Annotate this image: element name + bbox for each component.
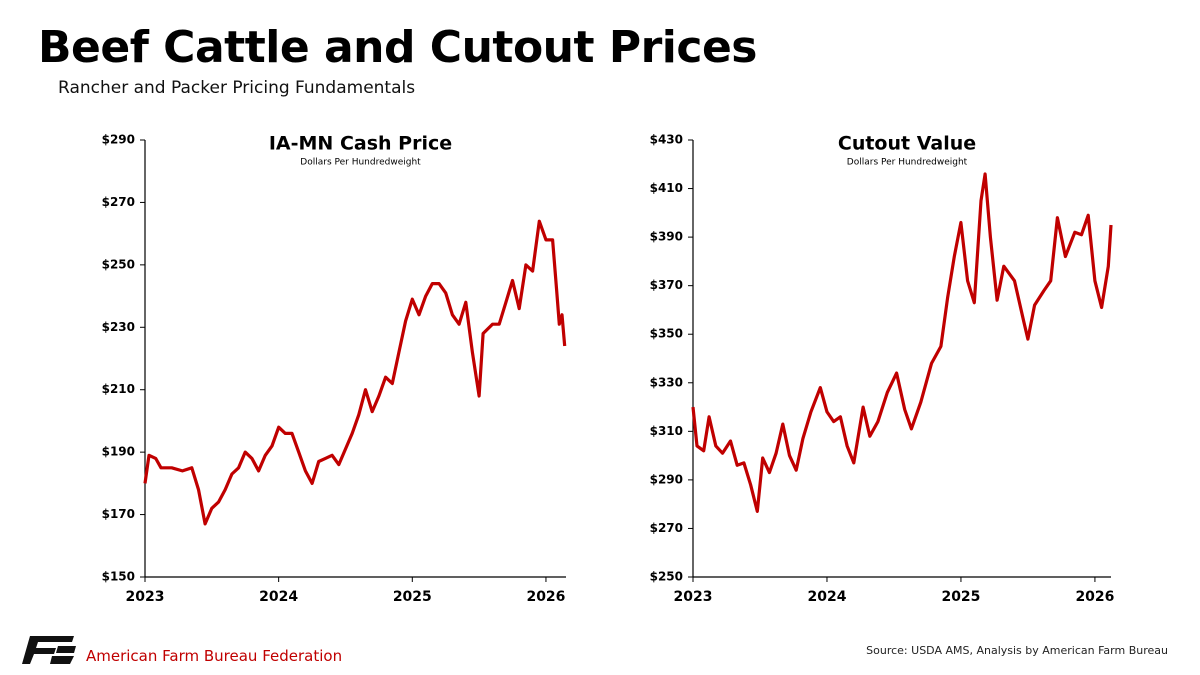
x-tick-label: 2023 — [674, 589, 713, 605]
x-tick-label: 2025 — [941, 589, 980, 605]
price-line — [143, 219, 567, 526]
source: Source: USDA AMS, Analysis by American F… — [866, 644, 1168, 657]
chart-subtitle: Dollars Per Hundredweight — [847, 158, 968, 168]
chart-title: IA-MN Cash Price — [269, 133, 452, 155]
y-tick-label: $390 — [650, 230, 683, 244]
y-tick-label: $310 — [650, 424, 683, 438]
x-tick-label: 2025 — [393, 589, 432, 605]
x-tick-label: 2023 — [126, 589, 165, 605]
y-tick-label: $190 — [102, 445, 135, 459]
x-tick-label: 2024 — [807, 589, 846, 605]
slide-title: Beef Cattle and Cutout Prices — [38, 22, 758, 73]
y-tick-label: $410 — [650, 181, 683, 195]
y-tick-label: $350 — [650, 327, 683, 341]
y-tick-label: $250 — [650, 570, 683, 584]
chart-title: Cutout Value — [838, 133, 976, 155]
y-tick-label: $270 — [650, 521, 683, 535]
y-tick-label: $290 — [650, 472, 683, 486]
organization: American Farm Bureau Federation — [86, 647, 343, 665]
price-line — [691, 172, 1113, 513]
slide-subtitle: Rancher and Packer Pricing Fundamentals — [58, 78, 416, 98]
y-tick-label: $170 — [102, 507, 135, 521]
chart-subtitle: Dollars Per Hundredweight — [300, 158, 421, 168]
y-tick-label: $250 — [102, 257, 135, 271]
y-tick-label: $210 — [102, 382, 135, 396]
y-tick-label: $150 — [102, 570, 135, 584]
x-tick-label: 2024 — [259, 589, 298, 605]
y-tick-label: $330 — [650, 375, 683, 389]
y-tick-label: $230 — [102, 320, 135, 334]
y-tick-label: $290 — [102, 133, 135, 147]
y-tick-label: $430 — [650, 133, 683, 147]
y-tick-label: $270 — [102, 195, 135, 209]
x-tick-label: 2026 — [526, 589, 565, 605]
y-tick-label: $370 — [650, 278, 683, 292]
logo — [22, 636, 76, 664]
x-tick-label: 2026 — [1075, 589, 1114, 605]
